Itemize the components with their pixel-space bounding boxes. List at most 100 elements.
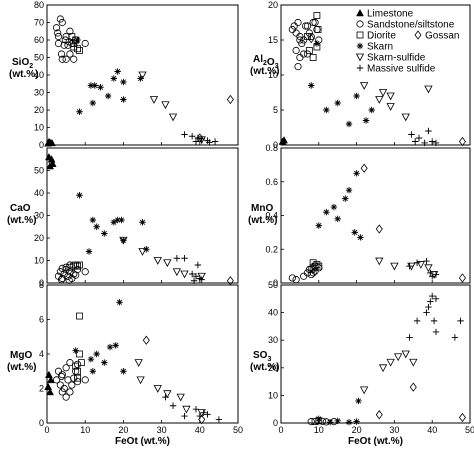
data-point [120, 368, 127, 375]
series-gossan [196, 94, 234, 143]
x-tick-label: 10 [80, 425, 90, 435]
data-point [359, 386, 369, 395]
data-point [292, 46, 300, 55]
y-tick-label: 0 [273, 418, 278, 428]
data-point [458, 412, 466, 423]
data-point [76, 312, 83, 320]
data-point [215, 416, 223, 423]
data-point [138, 71, 147, 80]
data-point [355, 397, 362, 405]
data-point [89, 368, 97, 375]
data-point [386, 92, 395, 101]
data-point [211, 138, 219, 145]
data-point [406, 334, 413, 341]
data-point [85, 248, 93, 255]
data-point [360, 163, 368, 173]
data-point [163, 390, 172, 399]
x-tick-label: 30 [157, 425, 167, 435]
legend-entry: Skarn [356, 42, 393, 53]
data-point [65, 276, 73, 284]
data-point [280, 136, 288, 144]
panel-sio2: 0 10 20 30 40 50 60 70 80 SiO2(wt.%) [9, 0, 239, 150]
data-point [120, 237, 127, 244]
data-point [362, 117, 370, 124]
data-point [72, 362, 80, 370]
y-axis-unit: (wt.%) [250, 66, 279, 77]
data-point [401, 350, 410, 359]
y-tick-label: 4 [39, 349, 44, 359]
data-point [89, 216, 97, 224]
x-tick-label: 50 [233, 425, 243, 435]
y-tick-label: 10 [268, 70, 278, 80]
data-point [386, 103, 395, 111]
y-tick-label: 50 [34, 166, 44, 176]
data-point [118, 216, 125, 224]
series-limestone [44, 137, 56, 147]
data-point [76, 261, 83, 269]
data-point [62, 364, 70, 372]
data-point [409, 382, 417, 392]
plot-frame [46, 4, 239, 146]
x-tick-label: 50 [465, 425, 474, 435]
series-diorite [307, 259, 323, 273]
data-point [114, 216, 121, 224]
data-point [62, 263, 70, 271]
data-point [93, 350, 100, 358]
data-point [72, 347, 79, 354]
data-point [305, 29, 313, 37]
data-point [301, 22, 310, 30]
y-tick-label: 2 [39, 384, 44, 394]
data-point [73, 360, 82, 368]
series-skarn [315, 170, 364, 241]
series-skarn [72, 299, 127, 375]
data-point [76, 192, 83, 199]
data-point [292, 276, 300, 284]
data-point [427, 298, 434, 305]
y-tick-label: 0 [273, 140, 278, 150]
y-tick-label: 40 [34, 188, 44, 198]
data-point [194, 261, 202, 269]
y-tick-label: 0 [39, 278, 44, 288]
data-point [143, 246, 150, 253]
data-point [303, 50, 312, 58]
data-point [76, 350, 83, 358]
data-point [58, 18, 66, 27]
series-massive-sulfide [406, 292, 464, 341]
y-tick-label: 6 [39, 315, 44, 325]
data-point [58, 55, 66, 63]
data-point [345, 418, 353, 426]
legend-marker [356, 42, 364, 50]
data-point [307, 418, 315, 426]
legend-marker [356, 8, 364, 17]
legend-marker [355, 53, 365, 62]
data-point [101, 230, 108, 237]
data-point [68, 381, 76, 389]
series-skarn [76, 192, 150, 255]
data-point [93, 223, 100, 230]
data-point [60, 384, 68, 393]
data-point [134, 359, 143, 367]
data-point [44, 382, 53, 391]
data-point [119, 236, 128, 245]
data-point [44, 370, 53, 378]
data-point [416, 261, 426, 269]
x-tick-label: 20 [352, 425, 362, 435]
x-axis-label: FeOt (wt.%) [115, 436, 170, 447]
data-point [87, 355, 95, 363]
data-point [66, 359, 74, 367]
data-point [288, 274, 296, 282]
legend-entry: Sandstone/siltstone [356, 20, 455, 31]
data-point [313, 261, 321, 268]
data-point [458, 136, 466, 147]
data-point [172, 268, 182, 277]
data-point [77, 359, 85, 367]
data-point [458, 273, 466, 283]
data-point [300, 50, 308, 58]
data-point [66, 50, 74, 58]
data-point [188, 270, 196, 278]
data-point [46, 387, 54, 396]
data-point [74, 262, 81, 270]
data-point [62, 265, 70, 274]
data-point [66, 388, 74, 396]
